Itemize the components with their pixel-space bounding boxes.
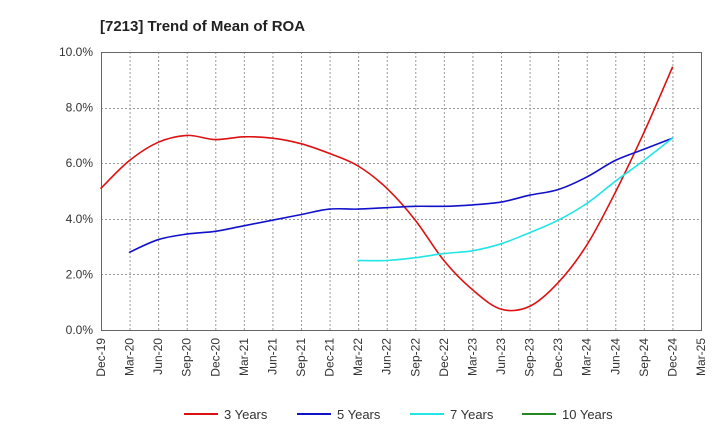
- x-tick-label: Jun-23: [494, 338, 508, 375]
- x-tick-label: Mar-23: [465, 338, 479, 376]
- x-tick-label: Dec-19: [94, 338, 108, 377]
- x-tick-label: Mar-21: [237, 338, 251, 376]
- legend-label: 7 Years: [450, 407, 494, 422]
- series-line-5-years: [128, 137, 674, 253]
- x-tick-label: Mar-25: [694, 338, 708, 376]
- y-tick-label: 4.0%: [66, 212, 94, 226]
- y-tick-label: 8.0%: [66, 101, 94, 115]
- x-tick-label: Sep-20: [180, 338, 194, 377]
- legend-label: 10 Years: [562, 407, 613, 422]
- x-tick-label: Sep-21: [294, 338, 308, 377]
- x-tick-label: Sep-22: [408, 338, 422, 377]
- x-tick-label: Dec-23: [551, 338, 565, 377]
- series-lines: [100, 66, 674, 312]
- x-tick-label: Mar-22: [351, 338, 365, 376]
- y-tick-label: 10.0%: [59, 45, 93, 59]
- x-tick-label: Jun-24: [608, 338, 622, 375]
- x-tick-label: Mar-24: [580, 338, 594, 376]
- x-tick-label: Sep-23: [523, 338, 537, 377]
- x-tick-label: Dec-21: [323, 338, 337, 377]
- x-tick-label: Mar-20: [123, 338, 137, 376]
- legend: 3 Years 5 Years 7 Years 10 Years: [184, 407, 613, 422]
- x-tick-label: Dec-22: [437, 338, 451, 377]
- x-tick-label: Jun-20: [151, 338, 165, 375]
- plot-frame: [101, 52, 702, 331]
- x-tick-label: Sep-24: [637, 338, 651, 377]
- series-line-3-years: [100, 66, 674, 312]
- grid-lines: [101, 52, 702, 331]
- x-tick-label: Jun-21: [265, 338, 279, 375]
- y-tick-label: 6.0%: [66, 156, 94, 170]
- y-tick-label: 0.0%: [66, 323, 94, 337]
- axes: 0.0% 2.0% 4.0% 6.0% 8.0% 10.0% Dec-19 Mar-20 Jun…: [59, 45, 708, 377]
- chart-title: [7213] Trend of Mean of ROA: [100, 18, 305, 35]
- legend-label: 3 Years: [224, 407, 268, 422]
- x-tick-label: Dec-20: [208, 338, 222, 377]
- x-tick-label: Jun-22: [380, 338, 394, 375]
- legend-label: 5 Years: [337, 407, 381, 422]
- x-tick-label: Dec-24: [665, 338, 679, 377]
- series-line-7-years: [357, 137, 674, 262]
- y-tick-label: 2.0%: [66, 267, 94, 281]
